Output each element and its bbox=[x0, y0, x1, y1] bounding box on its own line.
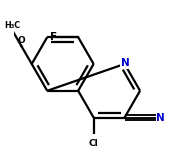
Text: N: N bbox=[156, 113, 165, 123]
Text: O: O bbox=[17, 36, 25, 45]
Text: Cl: Cl bbox=[89, 139, 98, 147]
Text: H₃C: H₃C bbox=[4, 20, 20, 30]
Text: F: F bbox=[50, 32, 57, 42]
Text: N: N bbox=[121, 59, 129, 69]
